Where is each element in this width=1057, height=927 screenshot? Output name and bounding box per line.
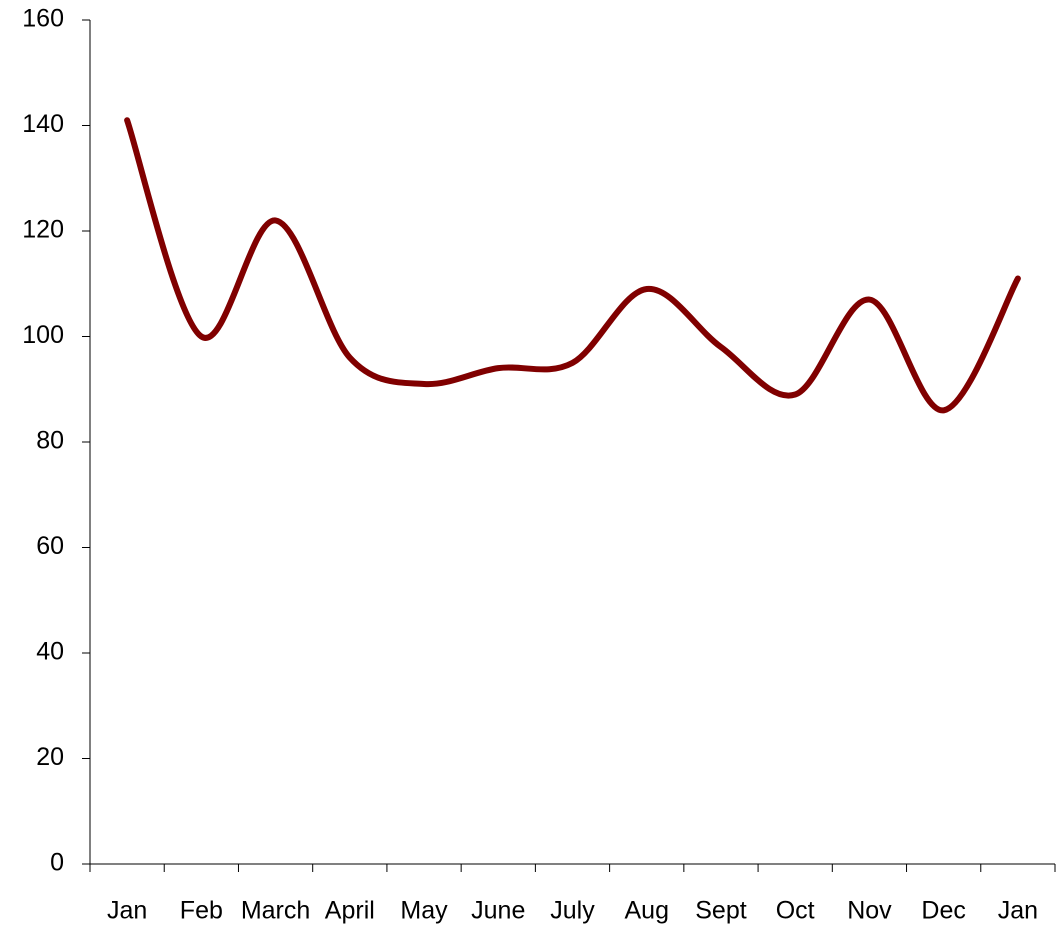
y-tick-label: 140 — [22, 110, 64, 138]
x-tick-label: Feb — [180, 897, 223, 925]
x-tick-label: March — [241, 897, 310, 925]
y-tick-label: 100 — [22, 321, 64, 349]
y-tick-label: 160 — [22, 5, 64, 33]
y-tick-label: 120 — [22, 216, 64, 244]
x-tick-label: Sept — [695, 897, 746, 925]
y-tick-label: 60 — [36, 532, 64, 560]
y-tick-label: 80 — [36, 427, 64, 455]
y-tick-label: 0 — [50, 849, 64, 877]
x-tick-label: Aug — [624, 897, 668, 925]
x-tick-label: Oct — [776, 897, 815, 925]
x-tick-label: June — [471, 897, 525, 925]
line-series — [124, 117, 1021, 414]
y-tick-label: 40 — [36, 638, 64, 666]
x-tick-label: Dec — [921, 897, 965, 925]
x-tick-label: Nov — [847, 897, 892, 925]
x-tick-label: April — [325, 897, 375, 925]
x-tick-label: Jan — [998, 897, 1038, 925]
y-tick-label: 20 — [36, 743, 64, 771]
x-tick-label: May — [400, 897, 448, 925]
x-tick-label: Jan — [107, 897, 147, 925]
x-tick-label: July — [550, 897, 595, 925]
